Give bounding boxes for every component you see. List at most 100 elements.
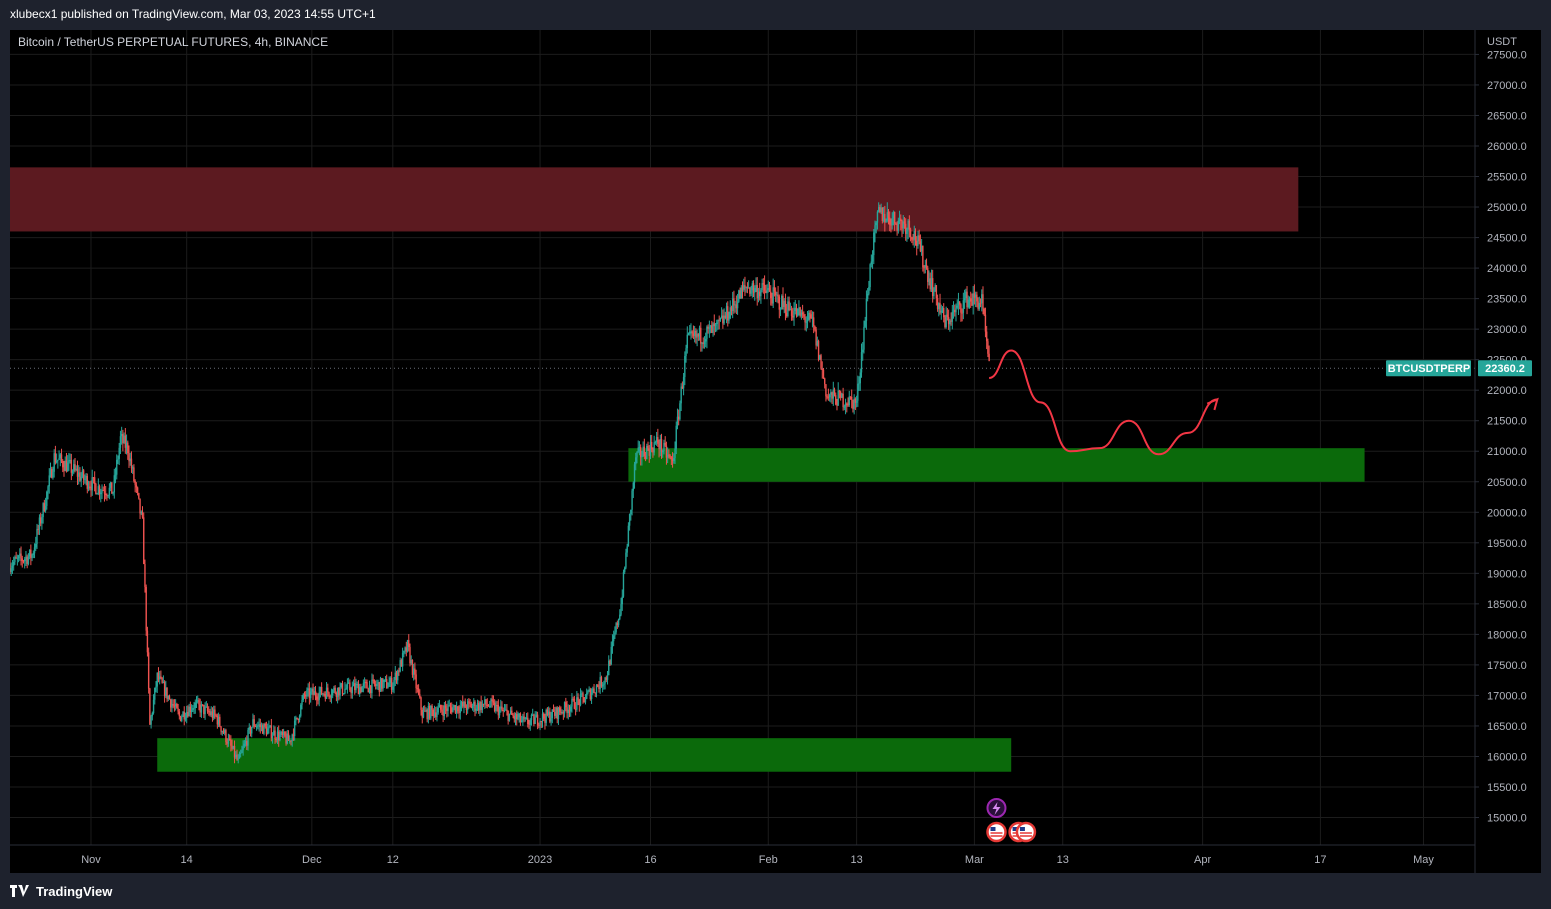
candle-body [361, 686, 363, 693]
candle-body [127, 442, 129, 454]
candle-body [438, 704, 441, 708]
candle-body [842, 393, 844, 408]
candle-body [215, 714, 217, 716]
candle-body [714, 324, 717, 327]
candle-body [92, 477, 95, 479]
candle-body [628, 514, 631, 526]
candle-body [563, 702, 566, 714]
candle-body [863, 326, 865, 350]
candle-body [269, 725, 271, 727]
candle-body [684, 355, 686, 378]
candle-body [185, 712, 188, 718]
candle-body [911, 237, 913, 240]
candle-body [318, 692, 320, 700]
candle-body [473, 701, 475, 706]
candle-body [282, 731, 285, 735]
candle-body [772, 287, 774, 304]
price-chart-svg[interactable]: USDT 15000.0 15500.0 16000.0 16500.0 17000.0 1… [10, 30, 1541, 873]
candle-body [643, 446, 646, 457]
support-zone[interactable] [628, 448, 1365, 482]
candle-body [777, 294, 779, 297]
candle-body [871, 255, 874, 262]
resistance-zone[interactable] [10, 167, 1299, 232]
candle-body [697, 333, 700, 337]
candle-body [538, 725, 540, 727]
us-flag-event-icon[interactable] [986, 821, 1007, 843]
symbol-badge[interactable] [1386, 360, 1471, 377]
projection-path[interactable] [988, 349, 1218, 456]
candle-body [76, 468, 79, 477]
us-flag-event-icon[interactable] [1015, 821, 1037, 843]
price-axis[interactable] [1475, 30, 1541, 873]
candle-body [971, 301, 973, 306]
candle-body [323, 693, 325, 695]
candle-body [221, 731, 223, 733]
candle-body [496, 704, 498, 706]
candle-body [96, 493, 98, 495]
candle-body [378, 682, 381, 692]
candle-body [916, 240, 918, 246]
candle-body [810, 314, 812, 319]
candle-body [86, 475, 88, 489]
chart-area[interactable]: USDT 15000.0 15500.0 16000.0 16500.0 17000.0 1… [10, 30, 1541, 873]
candle-body [293, 720, 296, 737]
candle-body [58, 458, 60, 460]
candle-body [260, 725, 263, 728]
support-zone[interactable] [157, 738, 1012, 772]
candle-body [608, 660, 610, 676]
candle-body [763, 284, 766, 291]
candle-body [412, 668, 415, 675]
candle-body [664, 442, 666, 446]
candle-body [217, 716, 220, 725]
candle-body [279, 734, 281, 741]
candle-body [257, 725, 259, 727]
candle-body [439, 704, 442, 710]
candle-body [268, 726, 270, 729]
price-badge[interactable] [1478, 360, 1532, 377]
candle-body [788, 301, 790, 311]
y-tick-label: 26500.0 [1487, 110, 1527, 122]
candle-body [431, 705, 433, 710]
y-tick-label: 15500.0 [1487, 782, 1527, 794]
candle-body [397, 670, 399, 681]
candle-body [658, 443, 660, 450]
candle-body [556, 707, 558, 719]
candle-body [319, 687, 322, 693]
candle-body [343, 693, 345, 695]
candle-body [165, 687, 167, 697]
candle-body [632, 482, 634, 491]
candle-body [485, 699, 487, 705]
candle-body [530, 714, 533, 721]
candle-body [670, 457, 673, 459]
candle-body [703, 341, 706, 344]
candle-body [379, 678, 382, 692]
candle-body [46, 491, 48, 506]
candle-body [82, 470, 85, 480]
candle-body [292, 734, 295, 737]
candle-body [388, 682, 390, 687]
candle-body [523, 716, 525, 719]
candle-body [103, 490, 106, 494]
candle-body [536, 714, 539, 726]
candle-body [949, 320, 951, 325]
candle-body [795, 307, 798, 316]
candle-body [52, 471, 54, 478]
candle-body [71, 471, 74, 473]
candle-body [426, 709, 428, 720]
candle-body [357, 683, 360, 695]
candle-body [309, 691, 312, 699]
candle-body [880, 207, 882, 213]
candle-body [988, 353, 990, 362]
candle-body [173, 705, 176, 707]
candle-body [73, 464, 75, 472]
candle-body [725, 306, 728, 319]
candle-body [504, 709, 507, 711]
x-tick-label: 13 [850, 854, 862, 866]
x-tick-label: 17 [1314, 854, 1326, 866]
candle-body [10, 564, 11, 572]
candle-body [347, 682, 350, 684]
candle-body [698, 327, 701, 337]
candle-body [746, 286, 749, 289]
candle-body [112, 492, 114, 494]
candle-body [355, 684, 357, 691]
